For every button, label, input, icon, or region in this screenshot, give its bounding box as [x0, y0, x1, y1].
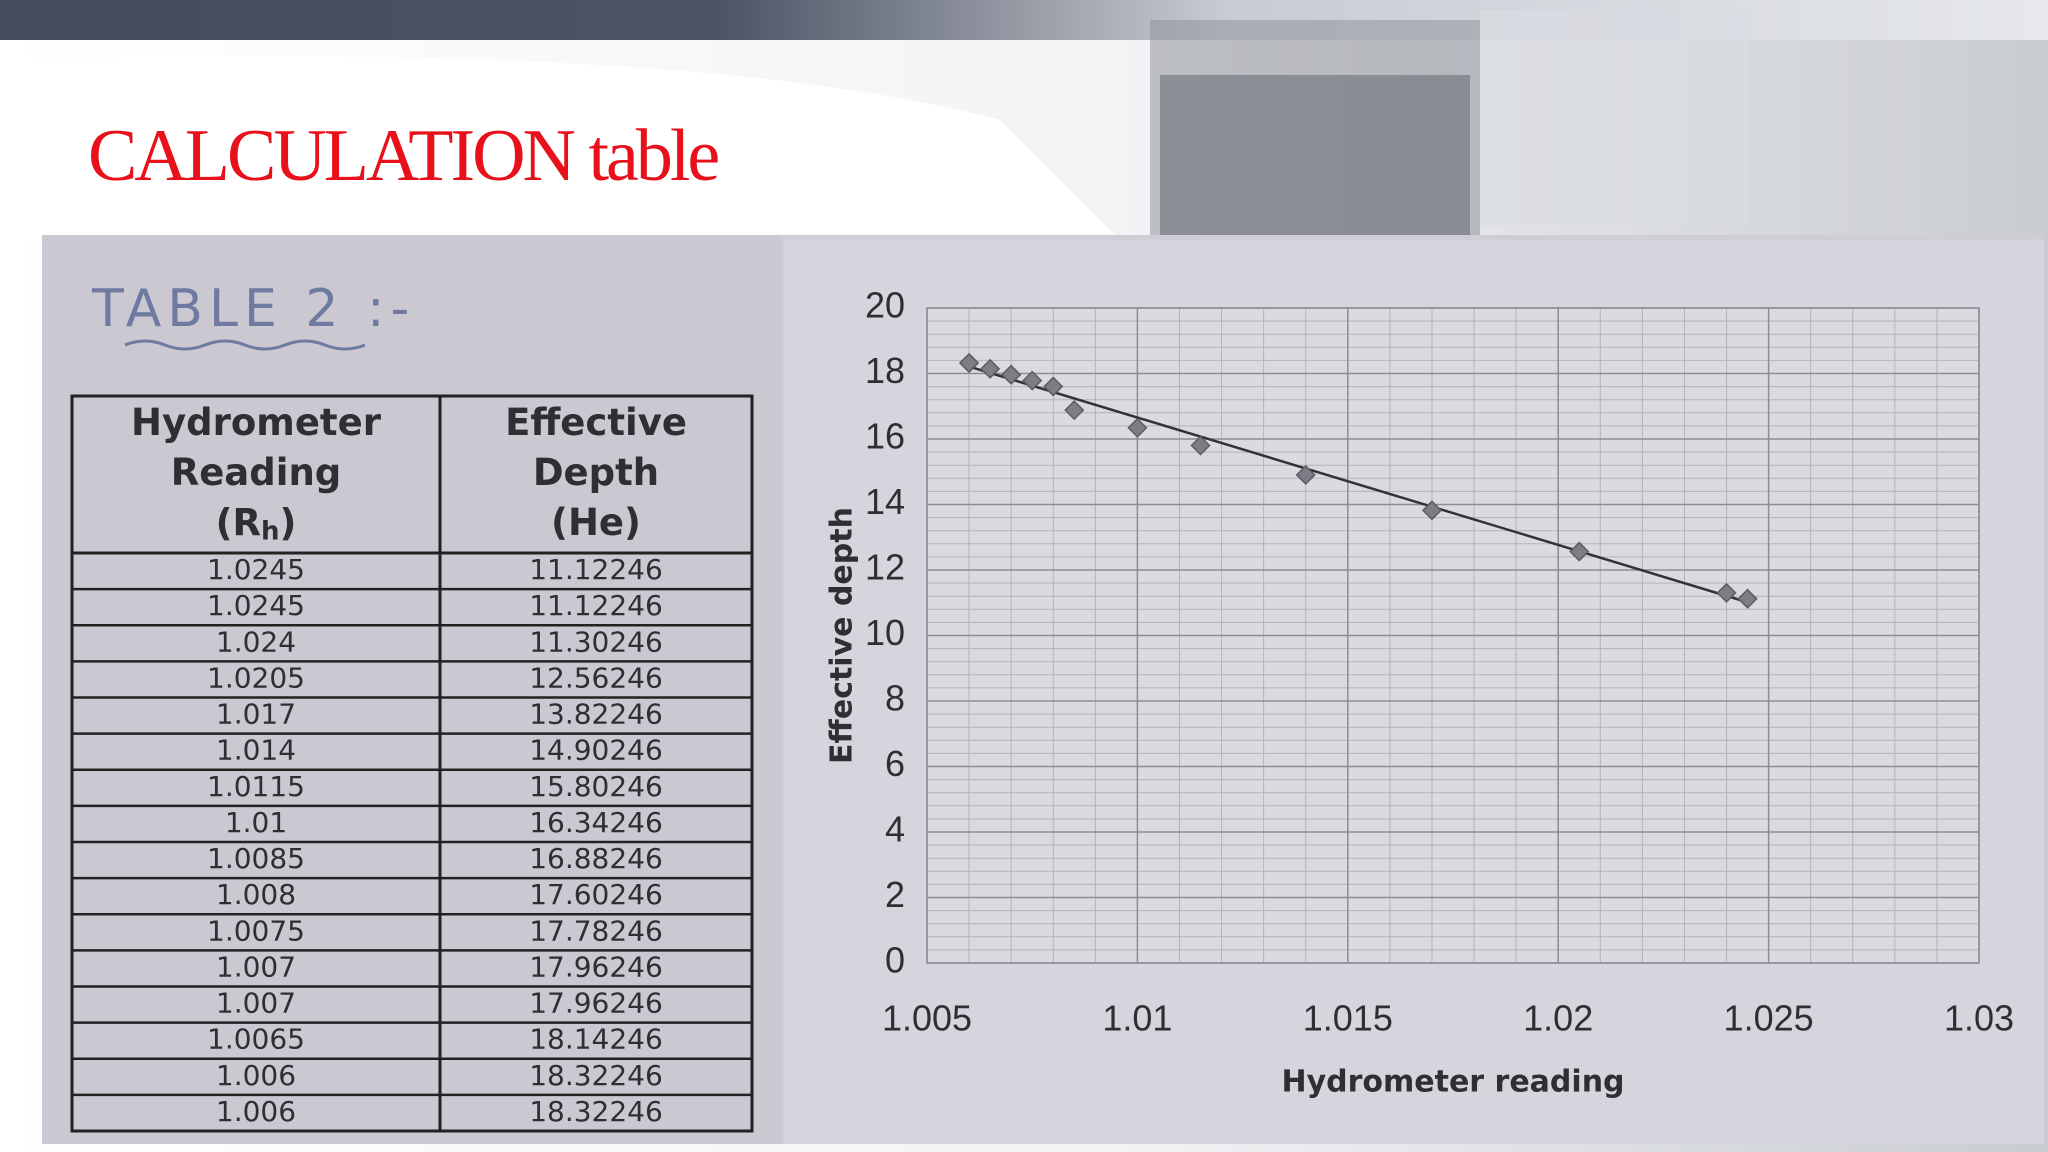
y-tick-label: 6 — [885, 743, 905, 784]
table-cell: 12.56246 — [529, 661, 663, 694]
header-text: (He) — [551, 501, 641, 544]
header-unit: (Rh) — [216, 501, 297, 547]
x-axis-label: Hydrometer reading — [1281, 1065, 1624, 1100]
x-tick-label: 1.005 — [882, 998, 972, 1039]
unit-part: ) — [280, 501, 297, 544]
table-cell: 11.30246 — [529, 625, 663, 658]
table-cell: 1.0205 — [207, 661, 305, 694]
x-tick-label: 1.025 — [1724, 998, 1814, 1039]
table-cell: 1.024 — [216, 625, 296, 658]
header-text: Reading — [171, 451, 342, 494]
table-cell: 11.12246 — [529, 589, 663, 622]
table-sheet — [42, 235, 782, 1144]
table-caption: TABLE 2 :- — [91, 279, 415, 339]
x-tick-label: 1.01 — [1102, 998, 1172, 1039]
table-cell: 1.0065 — [207, 1023, 305, 1056]
table-cell: 1.0245 — [207, 553, 305, 586]
table-cell: 1.014 — [216, 734, 296, 767]
swoosh — [0, 56, 1120, 240]
table-cell: 17.96246 — [529, 950, 663, 983]
data-point — [959, 352, 980, 373]
y-tick-label: 12 — [865, 547, 905, 588]
y-axis-label: Effective depth — [825, 507, 860, 764]
caption-underline — [124, 339, 366, 351]
table-cell: 1.017 — [216, 698, 296, 731]
data-point — [980, 358, 1001, 379]
x-tick-label: 1.015 — [1303, 998, 1393, 1039]
unit-part: (R — [216, 501, 261, 544]
trend-line — [968, 365, 1748, 604]
y-tick-label: 16 — [865, 416, 905, 457]
data-point — [1737, 588, 1758, 609]
data-point — [1127, 417, 1148, 438]
table-cell: 1.006 — [216, 1095, 296, 1128]
subscript: h — [261, 517, 280, 547]
y-tick-label: 14 — [865, 481, 905, 522]
table-cell: 18.32246 — [529, 1095, 663, 1128]
data-point — [1022, 370, 1043, 391]
y-tick-label: 4 — [885, 809, 905, 850]
table-cell: 1.0245 — [207, 589, 305, 622]
table-cell: 17.60246 — [529, 878, 663, 911]
data-point — [1295, 464, 1316, 486]
y-tick-label: 20 — [865, 285, 905, 326]
table-cell: 16.88246 — [529, 842, 663, 875]
x-tick-label: 1.02 — [1523, 998, 1593, 1039]
slide-title: CALCULATION table — [88, 115, 718, 197]
table-cell: 18.32246 — [529, 1059, 663, 1092]
chart: 0 2 4 6 8 10 12 14 16 18 20 1.005 1.01 1.015 1.02 1.025… — [825, 285, 2015, 1100]
table-cell: 14.90246 — [529, 734, 663, 767]
y-tick-label: 0 — [885, 940, 905, 981]
beaker — [1480, 10, 1750, 225]
data-point — [1064, 400, 1085, 421]
y-tick-label: 2 — [885, 874, 905, 915]
table-border — [70, 394, 754, 1133]
table-cell: 15.80246 — [529, 770, 663, 803]
y-tick-label: 8 — [885, 678, 905, 719]
data-point — [1569, 541, 1590, 562]
y-tick-label: 10 — [865, 612, 905, 653]
table-cell: 1.007 — [216, 987, 296, 1020]
data-point — [1190, 435, 1211, 456]
table-cell: 1.0075 — [207, 914, 305, 947]
data-point — [1716, 582, 1737, 603]
data-point — [1001, 364, 1022, 385]
data-point — [1421, 500, 1443, 521]
table-cell: 1.0085 — [207, 842, 305, 875]
header-text: Hydrometer — [131, 401, 382, 444]
table: Hydrometer Reading (Rh) Effective Depth (He) 1… — [70, 394, 754, 1133]
table-cell: 11.12246 — [529, 553, 663, 586]
table-cell: 1.007 — [216, 950, 296, 983]
table-cell: 17.78246 — [529, 914, 663, 947]
table-cell: 1.0115 — [207, 770, 305, 803]
table-cell: 18.14246 — [529, 1023, 663, 1056]
table-cell: 1.008 — [216, 878, 296, 911]
y-tick-label: 18 — [865, 350, 905, 391]
table-cell: 16.34246 — [529, 806, 663, 839]
header-text: Depth — [533, 451, 659, 494]
x-tick-label: 1.03 — [1944, 998, 2014, 1039]
data-point — [1043, 376, 1064, 397]
table-cell: 1.01 — [225, 806, 287, 839]
table-cell: 13.82246 — [529, 698, 663, 731]
header-text: Effective — [505, 401, 687, 444]
table-cell: 1.006 — [216, 1059, 296, 1092]
table-cell: 17.96246 — [529, 987, 663, 1020]
beaker-liquid — [1160, 75, 1470, 235]
